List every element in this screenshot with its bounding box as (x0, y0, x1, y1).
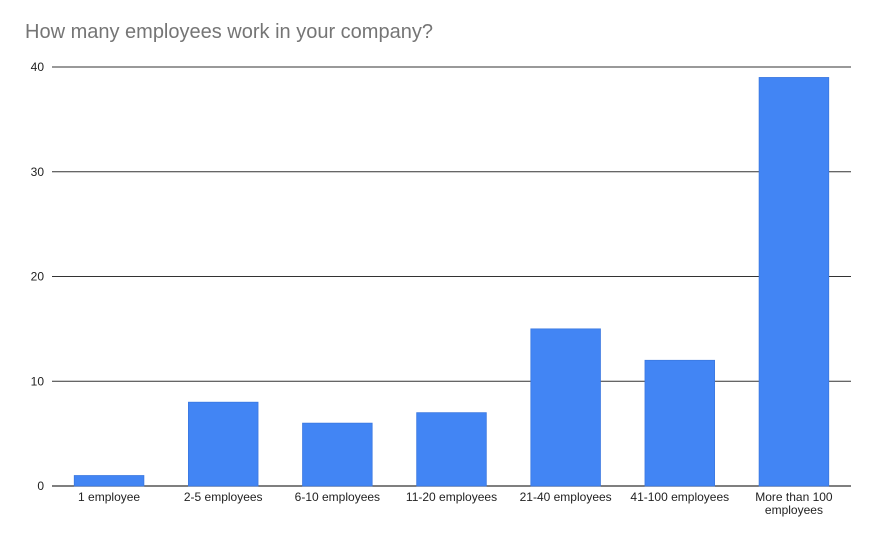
y-tick-label: 40 (31, 60, 45, 74)
y-tick-label: 10 (31, 374, 45, 388)
x-axis-ticks: 1 employee 2-5 employees 6-10 employees 11-… (78, 490, 833, 517)
y-axis-ticks: 0 10 20 30 40 (31, 60, 45, 493)
x-tick-label: 21-40 employees (520, 490, 612, 504)
bars (73, 77, 830, 487)
x-tick-label: 2-5 employees (184, 490, 263, 504)
bar-more-than-100-employees (758, 77, 830, 487)
bar-41-100-employees (644, 359, 715, 487)
bar-2-5-employees (188, 401, 259, 487)
y-tick-label: 0 (37, 479, 44, 493)
x-tick-label: 41-100 employees (630, 490, 729, 504)
y-tick-label: 20 (31, 270, 45, 284)
x-tick-label: 11-20 employees (406, 490, 497, 504)
x-tick-label: 1 employee (78, 490, 140, 504)
chart-title: How many employees work in your company? (25, 21, 433, 43)
bar-1-employee (73, 475, 145, 487)
bar-11-20-employees (416, 412, 487, 487)
x-tick-label: 6-10 employees (295, 490, 380, 504)
x-tick-label: More than 100 employees (755, 490, 833, 517)
bar-21-40-employees (530, 328, 601, 487)
y-tick-label: 30 (31, 165, 45, 179)
bar-6-10-employees (302, 422, 373, 487)
